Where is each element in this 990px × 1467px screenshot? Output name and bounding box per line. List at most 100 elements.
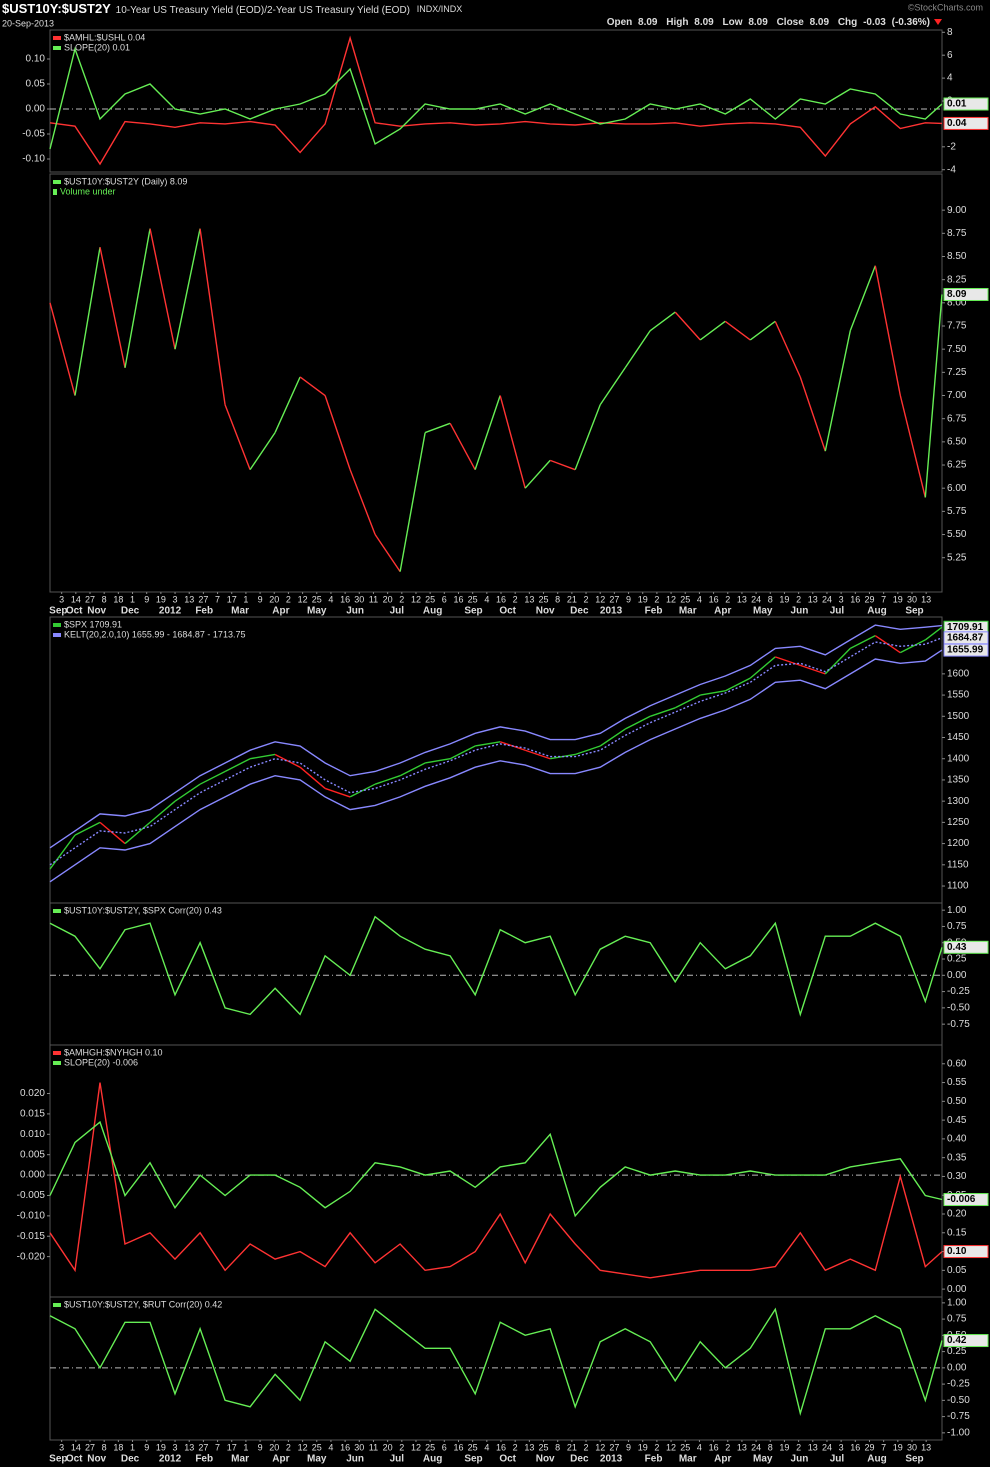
x-tick-label: 7 [881,594,886,604]
legend-swatch [53,46,61,50]
x-month-label: Apr [714,1454,731,1465]
x-month-label: Dec [121,606,140,617]
x-month-label: Feb [645,606,663,617]
x-tick-label: 2 [654,594,659,604]
value-tag: 0.04 [947,118,967,129]
x-tick-label: 2 [725,1442,730,1452]
x-tick-label: 3 [59,1442,64,1452]
x-month-label: May [753,606,773,617]
x-tick-label: 3 [173,1442,178,1452]
x-tick-label: 12 [298,1442,308,1452]
x-tick-label: 27 [609,1442,619,1452]
x-month-label: Sep [905,606,923,617]
line-segment [824,647,851,675]
line-segment [174,228,201,350]
down-arrow [934,19,942,25]
x-month-label: Nov [87,1454,106,1465]
y-tick-label: 0.60 [947,1058,967,1069]
line-segment [74,821,101,836]
series-line [49,1307,943,1417]
series-line [49,1120,943,1218]
plot-frame [49,173,943,593]
x-month-label: Mar [679,1454,697,1465]
y-tick-label: 1500 [947,711,970,722]
x-tick-label: 30 [354,594,364,604]
line-segment [174,783,201,802]
x-tick-label: 19 [779,1442,789,1452]
date: 20-Sep-2013 [2,18,54,28]
x-tick-label: 4 [484,594,489,604]
x-month-label: Mar [231,606,249,617]
x-tick-label: 13 [808,594,818,604]
line-segment [249,432,276,471]
x-month-label: Jun [791,606,809,617]
x-tick-label: 24 [822,1442,832,1452]
x-tick-label: 13 [737,594,747,604]
y-tick-label: 8.00 [947,297,967,308]
line-segment [649,311,676,332]
y-tick-label: 6.75 [947,413,967,424]
x-tick-label: 16 [453,1442,463,1452]
x-tick-label: 4 [697,1442,702,1452]
value-tag: 1655.99 [947,645,984,656]
x-month-label: 2013 [600,1454,623,1465]
x-tick-label: 4 [484,1442,489,1452]
x-tick-label: 17 [227,1442,237,1452]
quote-value: -0.03 [863,17,886,28]
y-tick-label: 7.75 [947,321,967,332]
x-month-label: Sep [464,606,482,617]
x-month-label: May [753,1454,773,1465]
x-month-label: Apr [272,606,289,617]
x-tick-label: 27 [198,1442,208,1452]
x-month-label: Jul [390,1454,405,1465]
y-tick-label: 0.55 [947,1077,967,1088]
y-tick-label: 7.00 [947,390,967,401]
x-tick-label: 25 [468,1442,478,1452]
x-tick-label: 25 [425,1442,435,1452]
y-tick-label: 0.00 [947,970,967,981]
x-tick-label: 1 [130,594,135,604]
x-tick-label: 24 [751,594,761,604]
series-line [49,35,943,166]
value-tag-box [943,116,989,130]
quote-label: Chg [838,17,857,28]
y-tick-label: 0.45 [947,1115,967,1126]
series-line [49,649,943,883]
value-tag: -0.006 [947,1194,976,1205]
y-tick-label: 0.15 [947,1227,967,1238]
x-tick-label: 12 [666,1442,676,1452]
x-tick-label: 20 [383,594,393,604]
y-tick-label: 1100 [947,881,969,892]
x-tick-label: 19 [156,1442,166,1452]
y-tick-label: -0.010 [17,1210,46,1221]
y-tick-label: 9.00 [947,205,967,216]
value-tag: 0.42 [947,1335,967,1346]
line-segment [324,395,351,470]
x-tick-label: 16 [850,1442,860,1452]
x-tick-label: 27 [85,594,95,604]
x-tick-label: 18 [113,1442,123,1452]
line-segment [349,469,376,535]
x-tick-label: 19 [893,1442,903,1452]
line-segment [274,753,301,768]
value-tag-box [943,1334,989,1348]
y-tick-label: 0.35 [947,1152,967,1163]
y-tick-label: -0.005 [17,1190,46,1201]
y-tick-label: 6.25 [947,460,967,471]
y-tick-label: 0.25 [947,1346,967,1357]
y-tick-label: 1400 [947,753,970,764]
x-tick-label: 18 [113,594,123,604]
x-tick-label: 25 [312,1442,322,1452]
x-month-label: May [307,1454,327,1465]
line-segment [700,690,726,696]
line-segment [499,395,526,489]
x-month-label: Mar [679,606,697,617]
x-tick-label: 13 [921,594,931,604]
quote-label: Open [607,17,633,28]
y-tick-label: 1.00 [947,1297,967,1308]
watermark: ©StockCharts.com [908,2,983,12]
x-tick-label: 7 [881,1442,886,1452]
y-tick-label: 8.75 [947,228,967,239]
x-tick-label: 8 [555,594,560,604]
